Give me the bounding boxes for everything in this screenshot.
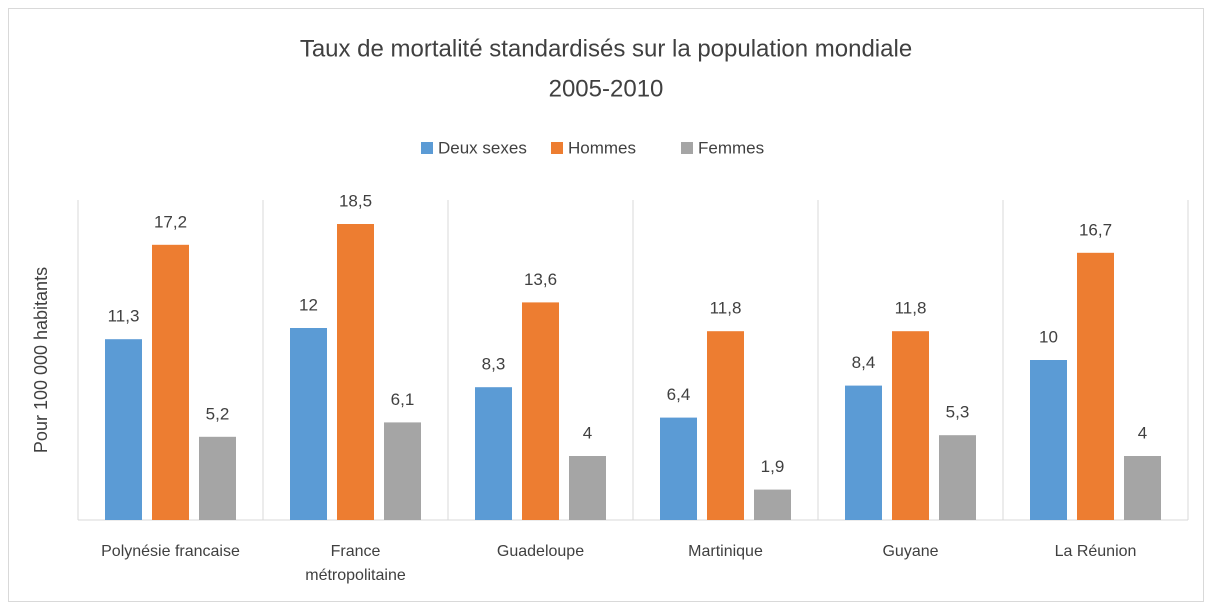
value-label: 4: [583, 423, 592, 442]
value-label: 11,8: [895, 299, 927, 318]
bar: [845, 385, 882, 520]
x-tick-label: France métropolitaine: [305, 543, 406, 584]
legend-swatch: [551, 142, 563, 154]
x-tick-label: Guyane: [882, 543, 939, 560]
value-label: 11,3: [108, 307, 140, 326]
value-label: 4: [1138, 423, 1147, 442]
chart-title: Taux de mortalité standardisés sur la po…: [300, 35, 912, 62]
x-tick-label: Martinique: [688, 543, 763, 560]
bar: [1030, 360, 1067, 520]
legend-label: Hommes: [568, 138, 636, 157]
value-label: 17,2: [154, 212, 187, 231]
bar: [707, 331, 744, 520]
legend-swatch: [421, 142, 433, 154]
bar: [337, 224, 374, 520]
bar: [475, 387, 512, 520]
value-label: 12: [299, 295, 318, 314]
value-label: 8,4: [852, 353, 876, 372]
bar: [199, 436, 236, 520]
bar: [522, 302, 559, 520]
bar: [1077, 252, 1114, 521]
bar: [105, 339, 142, 520]
bar: [1124, 456, 1161, 520]
value-label: 13,6: [524, 270, 557, 289]
bar: [290, 328, 327, 520]
legend-label: Deux sexes: [438, 138, 527, 157]
value-label: 6,4: [667, 385, 691, 404]
value-label: 5,2: [206, 404, 230, 423]
x-tick-label: Polynésie francaise: [101, 543, 240, 560]
bar: [939, 435, 976, 520]
chart-subtitle: 2005-2010: [549, 75, 664, 102]
value-label: 11,8: [710, 299, 742, 318]
legend-swatch: [681, 142, 693, 154]
value-label: 16,7: [1079, 220, 1112, 239]
value-label: 6,1: [391, 390, 415, 409]
legend-label: Femmes: [698, 138, 764, 157]
value-label: 8,3: [482, 355, 506, 374]
bar: [754, 489, 791, 520]
value-label: 10: [1039, 327, 1058, 346]
x-tick-label: Guadeloupe: [496, 543, 585, 560]
bar: [569, 456, 606, 520]
bar: [384, 422, 421, 520]
bar: [152, 244, 189, 521]
value-label: 18,5: [339, 191, 372, 210]
x-tick-label: La Réunion: [1054, 543, 1137, 560]
value-label: 5,3: [946, 403, 970, 422]
y-axis-label: Pour 100 000 habitants: [31, 267, 51, 453]
bar: [892, 331, 929, 520]
value-label: 1,9: [761, 457, 785, 476]
bar: [660, 417, 697, 520]
